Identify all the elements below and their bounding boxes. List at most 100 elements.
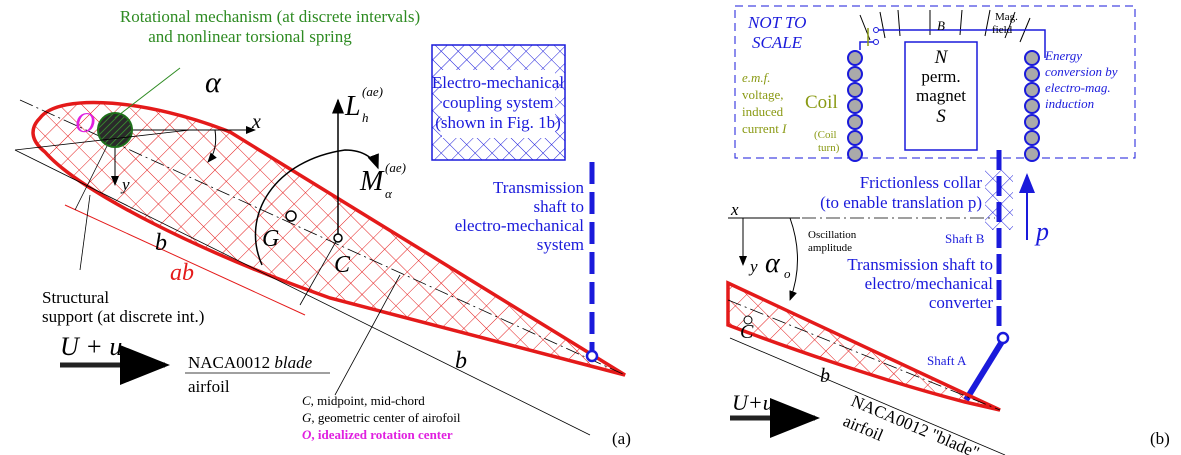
legend-c: C, midpoint, mid-chord [302,393,425,408]
coil-turn [1025,67,1039,81]
b-label: b [155,230,167,256]
magnet-pole: S [936,106,946,127]
legend-symbol: C [302,393,311,408]
coupling-label: Electro-mechanical [432,73,564,92]
angle-sub: o [784,266,791,281]
shaft-b-label: Shaft B [945,231,985,246]
figure: Rotational mechanism (at discrete interv… [0,0,1181,455]
shaft-label: system [537,235,584,254]
coil-turn [848,131,862,145]
support-label: support (at discrete int.) [42,307,204,326]
coil-turn [1025,51,1039,65]
emf-text: current [742,121,779,136]
scale-note: SCALE [752,33,803,52]
lift-sub: h [362,110,369,125]
panel-b: NOT TO SCALE Mag. field B e.m.f. voltage… [728,6,1170,455]
coil-turn-label: (Coil [814,129,837,141]
legend-g: G, geometric center of airofoil [302,410,461,425]
emf-label: induced [742,104,784,119]
coil-turn [1025,83,1039,97]
airfoil-label: airfoil [188,377,230,396]
coil-turn [848,99,862,113]
coil-turn [848,67,862,81]
y-label: y [120,175,130,194]
coil-turn [848,51,862,65]
x-label-b: x [730,200,739,219]
coil-label: Coil [805,92,838,113]
energy-label: Energy [1044,48,1082,63]
coil-turn [848,83,862,97]
angle-label: α [205,66,222,99]
coil-left [848,51,862,161]
coil-right [1025,51,1039,161]
magnet-label: perm. [921,67,960,86]
amplitude-arc [790,218,798,300]
coil-turn [1025,131,1039,145]
coil-turn [848,115,862,129]
moment-sub: α [385,186,393,201]
panel-tag: (a) [612,429,631,448]
panel-a: Rotational mechanism (at discrete interv… [15,7,631,448]
shaft-a [966,340,1003,400]
rotation-mechanism [98,113,132,147]
moment-symbol: M [359,166,385,197]
mechanism-label: Rotational mechanism (at discrete interv… [120,7,420,26]
emf-label: current I [742,121,787,136]
shaft-label-b: converter [929,293,994,312]
rotation-center: O [75,108,95,139]
shaft-label: electro-mechanical [455,216,585,235]
lift-sup: (ae) [362,84,383,99]
panel-tag: (b) [1150,429,1170,448]
ab-label: ab [170,260,194,286]
legend-text: , midpoint, mid-chord [311,393,426,408]
x-label: x [251,111,261,133]
collar-label: (to enable translation p) [820,193,982,212]
amplitude-label: amplitude [808,242,852,254]
airfoil-label: NACA0012 blade [188,353,313,372]
coil-turn [1025,115,1039,129]
g-label: G [262,226,279,252]
shaft-joint [998,333,1008,343]
b-label: b [455,348,467,374]
airfoil-name: NACA0012 [188,353,270,372]
legend-text: , geometric center of airofoil [311,410,460,425]
b-label-b: b [820,365,830,387]
leader [80,195,90,270]
mechanism-label: and nonlinear torsional spring [148,27,352,46]
shaft-label-b: electro/mechanical [865,274,994,293]
emf-label: e.m.f. [742,70,771,85]
coil-turn-label: turn) [818,142,840,154]
magnet-pole: N [934,47,949,68]
translation-label: p [1034,217,1049,246]
collar-label: Frictionless collar [860,173,983,192]
amplitude-label: Oscillation [808,229,857,241]
airfoil-kind: blade [274,353,312,372]
c-label: C [334,252,351,278]
coupling-label: (shown in Fig. 1b) [435,113,561,132]
flow-label: U + u [60,332,122,361]
legend-o: O, idealized rotation center [302,427,453,442]
emf-label: voltage, [742,87,784,102]
flow-label-b: U+u [732,390,774,415]
support-label: Structural [42,288,109,307]
terminal [874,40,879,45]
coupling-label: coupling system [443,93,554,112]
coil-turn [1025,99,1039,113]
energy-label: conversion by [1045,64,1118,79]
point-c [334,234,342,242]
point-g [286,211,296,221]
angle-symbol: α [765,248,781,279]
shaft-label: Transmission [493,178,585,197]
shaft-label-b: Transmission shaft to [847,255,993,274]
field-symbol: B [937,18,945,33]
field-label: field [992,24,1013,36]
lift-symbol: L [344,91,361,122]
c-label-b: C [740,321,754,343]
current-symbol: I [781,121,787,136]
y-label-b: y [748,257,758,276]
field-label: Mag. [995,11,1018,23]
shaft-label: shaft to [533,197,584,216]
shaft-a-label: Shaft A [927,353,967,368]
terminal [874,28,879,33]
magnet-label: magnet [916,86,966,105]
